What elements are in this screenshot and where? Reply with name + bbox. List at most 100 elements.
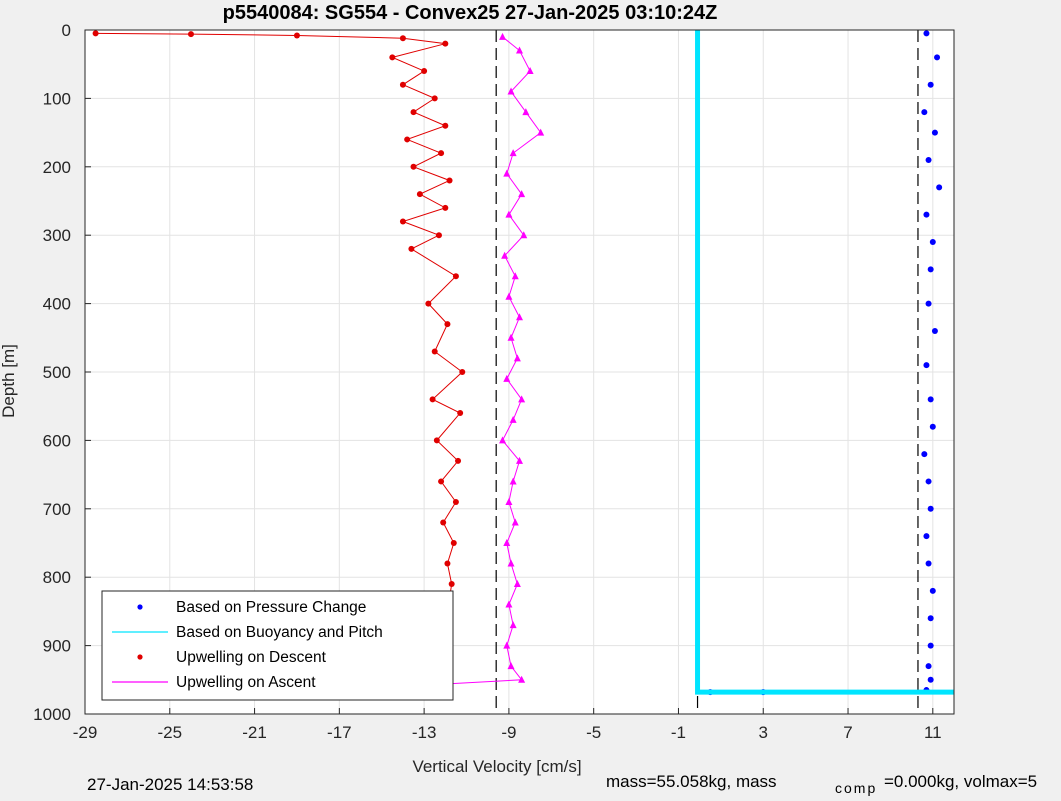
- plot-frame: [84, 29, 955, 715]
- x-axis-label: Vertical Velocity [cm/s]: [412, 757, 581, 776]
- data-point: [440, 519, 447, 526]
- data-point: [455, 457, 462, 464]
- data-point: [442, 40, 449, 47]
- data-point: [516, 313, 523, 321]
- data-point: [513, 580, 521, 588]
- data-point: [438, 478, 445, 485]
- data-point: [927, 642, 934, 649]
- y-tick-label: 700: [43, 500, 71, 519]
- x-tick-label: -17: [327, 723, 352, 742]
- data-point: [404, 136, 411, 143]
- data-point: [507, 559, 515, 567]
- data-point: [431, 348, 438, 355]
- data-point: [518, 395, 526, 403]
- data-point: [444, 560, 451, 567]
- legend-label: Upwelling on Ascent: [176, 674, 316, 691]
- data-point: [929, 423, 936, 430]
- data-point: [416, 191, 423, 198]
- data-point: [399, 81, 406, 88]
- data-point: [929, 239, 936, 246]
- y-tick-label: 0: [62, 21, 71, 40]
- data-point: [518, 190, 526, 198]
- y-tick-label: 800: [43, 568, 71, 587]
- data-point: [927, 396, 934, 403]
- data-point: [446, 177, 453, 184]
- data-point: [429, 396, 436, 403]
- data-point: [438, 150, 445, 157]
- data-point: [927, 615, 934, 622]
- series-line: [320, 36, 542, 692]
- x-tick-label: -29: [73, 723, 98, 742]
- data-point: [452, 273, 459, 280]
- data-point: [503, 641, 511, 649]
- footer-timestamp: 27-Jan-2025 14:53:58: [87, 775, 254, 794]
- data-point: [925, 156, 932, 163]
- data-point: [187, 31, 194, 38]
- data-point: [442, 122, 449, 129]
- data-point: [435, 232, 442, 239]
- data-point: [509, 149, 517, 157]
- y-tick-label: 600: [43, 431, 71, 450]
- x-tick-label: -13: [412, 723, 437, 742]
- data-point: [499, 436, 507, 444]
- y-tick-labels: 0 100 200 300 400 500 600 700 800 900 1000: [33, 21, 71, 724]
- x-tick-label: -5: [586, 723, 601, 742]
- data-point: [507, 333, 515, 341]
- data-point: [509, 415, 517, 423]
- data-point: [921, 451, 928, 458]
- x-tick-label: -21: [242, 723, 267, 742]
- data-point: [927, 505, 934, 512]
- data-point: [501, 251, 509, 259]
- data-point: [934, 54, 941, 61]
- legend-item: Based on Pressure Change: [137, 599, 366, 616]
- data-point: [450, 540, 457, 546]
- data-point: [505, 600, 513, 608]
- footer-mass-comp-subscript: comp: [835, 780, 878, 796]
- data-point: [499, 32, 507, 40]
- y-tick-label: 400: [43, 295, 71, 314]
- data-point: [925, 663, 932, 670]
- data-point: [505, 210, 513, 218]
- data-point: [503, 169, 511, 177]
- data-point: [537, 128, 545, 136]
- data-point: [516, 456, 523, 464]
- x-tick-label: 3: [759, 723, 768, 742]
- legend-label: Based on Buoyancy and Pitch: [176, 624, 383, 641]
- data-point: [431, 95, 438, 102]
- data-point: [503, 374, 511, 382]
- x-tick-label: 11: [924, 723, 942, 742]
- y-tick-label: 300: [43, 226, 71, 245]
- data-point: [399, 35, 406, 42]
- data-point: [457, 410, 464, 417]
- data-point: [410, 163, 417, 170]
- data-point: [389, 54, 396, 61]
- data-point: [408, 245, 415, 252]
- y-tick-label: 200: [43, 158, 71, 177]
- data-point: [459, 369, 466, 375]
- data-point: [509, 477, 517, 485]
- data-point: [516, 46, 523, 54]
- legend-item: Based on Buoyancy and Pitch: [112, 624, 383, 641]
- legend-label: Based on Pressure Change: [176, 599, 366, 616]
- data-point: [520, 231, 528, 239]
- data-point: [518, 675, 526, 683]
- legend-swatch: [137, 654, 143, 660]
- data-point: [927, 676, 934, 683]
- data-point: [507, 662, 515, 670]
- footer-comp-volmax: =0.000kg, volmax=5: [884, 772, 1038, 791]
- data-point: [927, 81, 934, 88]
- x-tick-label: -9: [501, 723, 516, 742]
- data-point: [925, 478, 932, 485]
- data-point: [522, 108, 530, 116]
- legend: Based on Pressure Change Based on Buoyanc…: [101, 590, 454, 701]
- x-tick-label: -1: [671, 723, 686, 742]
- data-point: [421, 68, 428, 75]
- data-point: [931, 327, 938, 334]
- footer-mass: mass=55.058kg, mass: [606, 772, 777, 791]
- x-tick-label: -25: [157, 723, 182, 742]
- legend-item: Upwelling on Ascent: [112, 674, 316, 691]
- data-point: [92, 30, 99, 37]
- data-point: [923, 211, 930, 218]
- data-point: [921, 109, 928, 116]
